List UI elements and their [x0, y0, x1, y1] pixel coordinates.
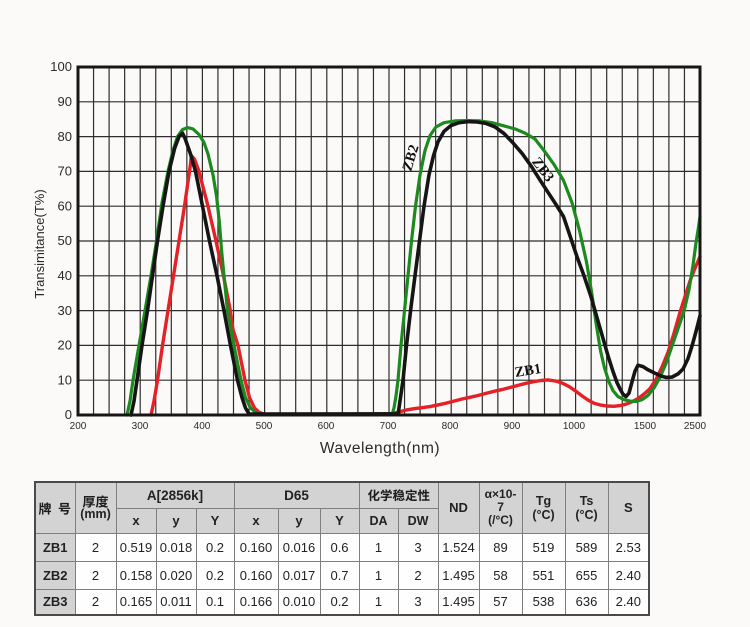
svg-text:700: 700 — [380, 421, 397, 432]
svg-text:20: 20 — [58, 338, 72, 353]
svg-text:Wavelength(nm): Wavelength(nm) — [320, 440, 440, 457]
svg-text:30: 30 — [58, 303, 72, 318]
svg-text:ZB2: ZB2 — [399, 143, 422, 173]
svg-text:60: 60 — [58, 198, 72, 213]
svg-text:100: 100 — [50, 59, 72, 74]
svg-text:70: 70 — [58, 164, 72, 179]
svg-text:40: 40 — [58, 268, 72, 283]
svg-text:400: 400 — [194, 421, 211, 432]
svg-text:1000: 1000 — [563, 421, 586, 432]
svg-text:500: 500 — [256, 421, 273, 432]
svg-text:200: 200 — [70, 421, 87, 432]
svg-text:2500: 2500 — [684, 421, 707, 432]
svg-text:600: 600 — [318, 421, 335, 432]
svg-text:1500: 1500 — [634, 421, 657, 432]
svg-text:10: 10 — [58, 372, 72, 387]
svg-text:80: 80 — [58, 129, 72, 144]
svg-text:ZB1: ZB1 — [514, 361, 543, 381]
svg-text:800: 800 — [442, 421, 459, 432]
svg-text:90: 90 — [58, 94, 72, 109]
svg-text:Transimitance(T%): Transimitance(T%) — [32, 189, 47, 298]
svg-text:300: 300 — [132, 421, 149, 432]
svg-text:50: 50 — [58, 233, 72, 248]
svg-text:900: 900 — [504, 421, 521, 432]
svg-text:0: 0 — [65, 407, 72, 422]
